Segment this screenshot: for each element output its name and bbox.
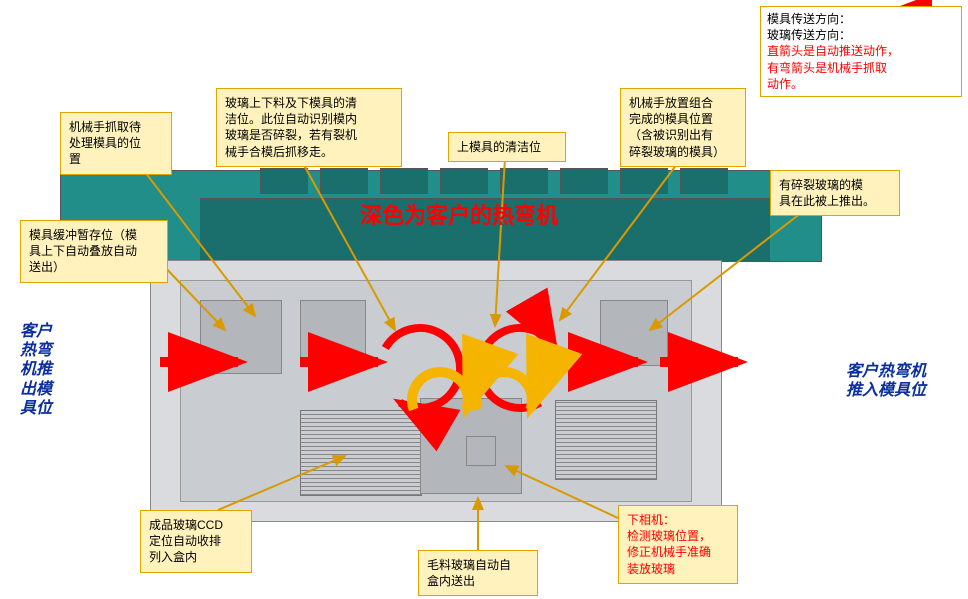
callout-c9: 下相机：检测玻璃位置，修正机械手准确装放玻璃: [618, 505, 738, 584]
callout-c5: 有碎裂玻璃的模具在此被上推出。: [770, 170, 900, 216]
machine-ridge: [620, 168, 668, 194]
callout-c2: 玻璃上下料及下模具的清洁位。此位自动识别模内玻璃是否碎裂，若有裂机械手合模后抓移…: [216, 88, 402, 167]
machine-block: [200, 300, 282, 374]
machine-grill: [555, 400, 657, 480]
diagram-stage: 深色为客户的热弯机 客户热弯机推出模具位 客户热弯机推入模具位 机械手抓取待处理…: [0, 0, 968, 599]
machine-block: [300, 300, 366, 366]
center-title: 深色为客户的热弯机: [360, 198, 558, 230]
legend-box: 模具传送方向： 玻璃传送方向： 直箭头是自动推送动作，有弯箭头是机械手抓取动作。: [760, 6, 962, 97]
machine-ridge: [680, 168, 728, 194]
side-label-right: 客户热弯机推入模具位: [846, 362, 966, 400]
callout-c3: 上模具的清洁位: [448, 132, 566, 162]
legend-line-mold: 模具传送方向：: [767, 11, 955, 27]
machine-block: [600, 300, 668, 366]
machine-ridge: [440, 168, 488, 194]
machine-block: [466, 436, 496, 466]
callout-c6: 模具缓冲暂存位（模具上下自动叠放自动送出）: [20, 220, 168, 283]
callout-c8: 毛料玻璃自动自盒内送出: [418, 550, 538, 596]
machine-ridge: [500, 168, 548, 194]
legend-note: 直箭头是自动推送动作，有弯箭头是机械手抓取动作。: [767, 43, 955, 92]
machine-ridge: [380, 168, 428, 194]
callout-c4: 机械手放置组合完成的模具位置（含被识别出有碎裂玻璃的模具）: [620, 88, 746, 167]
machine-grill: [300, 410, 422, 496]
callout-c1: 机械手抓取待处理模具的位置: [60, 112, 172, 175]
machine-ridge: [260, 168, 308, 194]
callout-c7: 成品玻璃CCD定位自动收排列入盒内: [140, 510, 252, 573]
machine-ridge: [560, 168, 608, 194]
legend-line-glass: 玻璃传送方向：: [767, 27, 955, 43]
side-label-left: 客户热弯机推出模具位: [20, 322, 60, 418]
machine-ridge: [320, 168, 368, 194]
